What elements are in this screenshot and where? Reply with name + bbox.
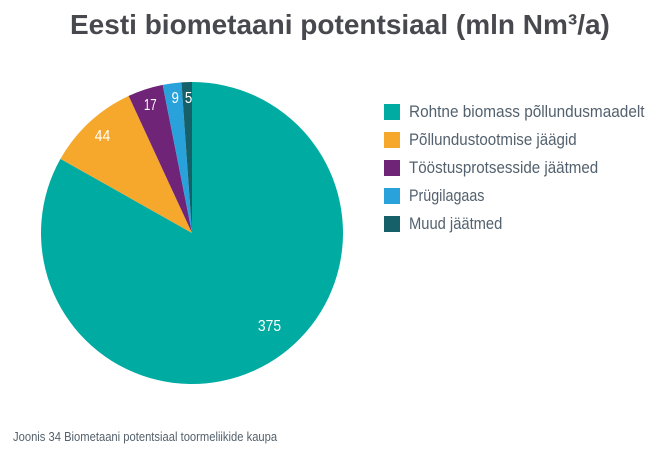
svg-text:9: 9	[172, 90, 179, 107]
svg-text:5: 5	[185, 90, 192, 107]
svg-text:17: 17	[144, 95, 157, 113]
svg-text:44: 44	[95, 127, 111, 145]
svg-text:375: 375	[258, 317, 281, 335]
